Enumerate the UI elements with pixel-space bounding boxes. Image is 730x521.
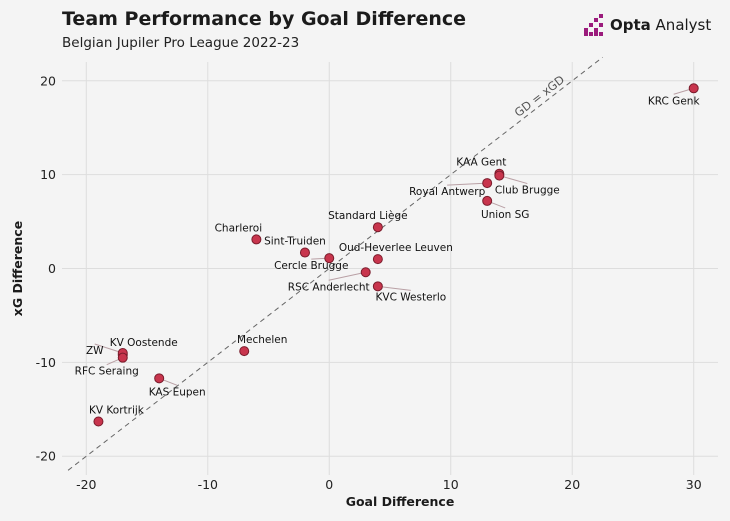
grid-lines [62,62,718,475]
data-points [93,83,699,427]
data-label: Club Brugge [495,185,560,197]
data-labels: KRC Genk KAA Gent Club Brugge Royal Antwerp… [75,95,701,416]
data-point [360,267,371,278]
data-label: KVC Westerlo [376,291,447,303]
y-axis-label: xG Difference [10,221,25,316]
data-point [117,352,128,363]
axes: -20 -10 0 10 20 30 -20 -10 0 10 20 Goal Difference x… [10,73,702,509]
y-tick-label: 0 [48,261,56,276]
data-point [154,373,165,384]
opta-logo-icon [584,14,603,36]
data-point [372,254,383,265]
data-point [299,247,310,258]
data-point [251,234,262,245]
data-label: KRC Genk [648,95,701,107]
data-point [482,195,493,206]
label-leader-line [447,182,488,186]
data-label: Mechelen [237,334,287,346]
data-label: RFC Seraing [75,366,139,378]
label-leader-lines [94,87,694,386]
reference-line [67,56,603,471]
data-label: Charleroi [215,222,263,234]
data-point [494,170,505,181]
data-label: Union SG [481,209,529,221]
x-tick-label: -10 [198,477,218,492]
data-label: KV Oostende [110,337,178,349]
data-label: ZW [86,345,104,357]
chart-subtitle: Belgian Jupiler Pro League 2022-23 [62,35,300,51]
y-tick-label: -10 [36,355,56,370]
logo-bold-text: Opta [610,16,651,34]
logo-rest-text: Analyst [650,16,712,34]
data-point [688,83,699,94]
x-tick-label: 0 [325,477,333,492]
data-label: Royal Antwerp [409,186,485,198]
y-tick-label: 10 [40,167,56,182]
data-label: RSC Anderlecht [288,281,370,293]
data-point [324,253,335,264]
opta-analyst-logo: Opta Analyst [584,14,711,36]
data-label: Oud-Heverlee Leuven [339,242,453,254]
y-tick-label: -20 [36,449,56,464]
data-label: KAS Eupen [149,386,206,398]
chart-title: Team Performance by Goal Difference [62,8,467,30]
x-axis-label: Goal Difference [346,494,455,509]
data-point [93,416,104,427]
reference-line-label: GD = xGD [512,72,568,119]
x-tick-label: -20 [76,477,96,492]
data-point [239,346,250,357]
x-tick-label: 10 [443,477,459,492]
label-leader-line [328,271,366,281]
data-label: KAA Gent [456,157,506,169]
data-label: Cercle Brugge [274,260,348,272]
data-point [372,222,383,233]
data-label: KV Kortrijk [89,404,145,416]
data-label: Standard Liège [328,210,407,222]
y-tick-label: 20 [40,73,56,88]
x-tick-label: 30 [686,477,702,492]
data-point [482,178,493,189]
x-tick-label: 20 [564,477,580,492]
data-point [372,281,383,292]
data-label: Sint-Truiden [264,236,326,248]
label-leader-line [377,285,411,291]
